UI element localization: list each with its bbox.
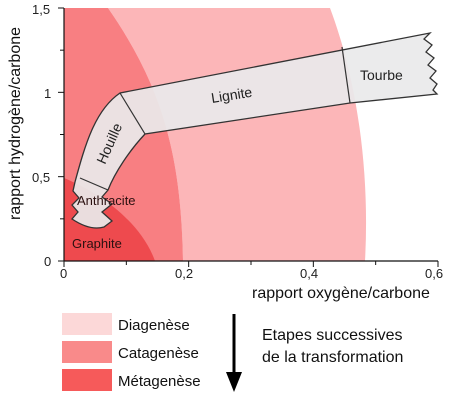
x-axis-title: rapport oxygène/carbone — [252, 285, 430, 302]
y-tick-label-1: 0,5 — [32, 170, 50, 185]
y-tick-label-2: 1 — [44, 86, 51, 101]
y-axis-title: rapport hydrogène/carbone — [7, 27, 24, 220]
x-tick-label-3: 0,6 — [425, 266, 443, 281]
axes: 0 0,5 1 1,5 0 0,2 0,4 0,6 rapport hydrog… — [7, 2, 443, 302]
y-tick-label-3: 1,5 — [32, 2, 50, 17]
boundary-anthracite-houille — [79, 177, 109, 191]
label-anthracite: Anthracite — [77, 193, 136, 208]
coal-band-shape — [71, 31, 439, 229]
legend-label-metagenese: Métagenèse — [118, 373, 201, 390]
legend: Diagenèse Catagenèse Métagenèse — [62, 313, 201, 391]
x-tick-label-2: 0,4 — [300, 266, 318, 281]
y-tick-label-0: 0 — [44, 254, 51, 269]
x-tick-label-0: 0 — [60, 266, 67, 281]
boundary-lignite-tourbe — [341, 46, 351, 104]
coalification-band — [71, 31, 439, 229]
stages-label-line1: Etapes successives — [262, 327, 403, 344]
y-tick-marks — [58, 7, 64, 262]
x-tick-label-1: 0,2 — [175, 266, 193, 281]
x-tick-marks — [63, 261, 439, 267]
boundary-houille-lignite — [119, 92, 146, 135]
label-graphite: Graphite — [72, 236, 122, 251]
stages-arrow — [226, 314, 242, 392]
legend-swatch-catagenese — [62, 341, 112, 363]
legend-label-catagenese: Catagenèse — [118, 345, 199, 362]
legend-swatch-metagenese — [62, 369, 112, 391]
stages-label-line2: de la transformation — [262, 349, 403, 366]
label-lignite: Lignite — [210, 84, 253, 106]
label-tourbe: Tourbe — [360, 67, 403, 83]
legend-label-diagenese: Diagenèse — [118, 317, 190, 334]
legend-swatch-diagenese — [62, 313, 112, 335]
arrow-head — [226, 372, 242, 392]
